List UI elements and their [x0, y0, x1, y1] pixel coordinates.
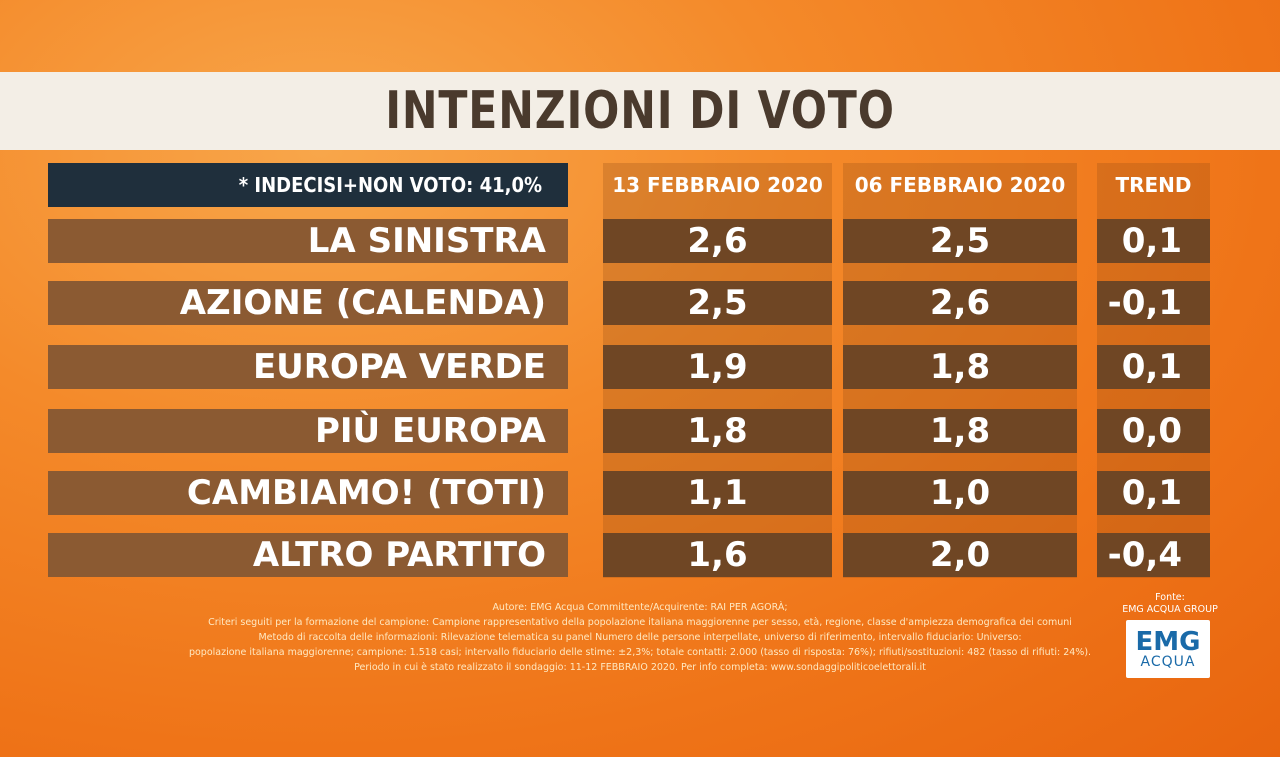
- emg-acqua-logo: EMG ACQUA: [1126, 620, 1210, 678]
- value-13feb-cell: 1,6: [603, 533, 832, 577]
- footnote-line: Periodo in cui è stato realizzato il son…: [354, 662, 926, 673]
- source-name: EMG ACQUA GROUP: [1122, 604, 1218, 615]
- footnote-line: Metodo di raccolta delle informazioni: R…: [258, 632, 1022, 643]
- undecided-note: * INDECISI+NON VOTO: 41,0%: [48, 163, 568, 207]
- value-06feb-cell: 1,8: [843, 345, 1077, 389]
- title-band: [0, 72, 1280, 150]
- footnote-line: popolazione italiana maggiorenne; campio…: [188, 647, 1092, 658]
- party-label: PIÙ EUROPA: [48, 409, 568, 453]
- value-06feb-cell: 1,8: [843, 409, 1077, 453]
- party-label: ALTRO PARTITO: [48, 533, 568, 577]
- value-13feb-cell: 2,6: [603, 219, 832, 263]
- column-header-13feb: 13 FEBBRAIO 2020: [612, 173, 823, 197]
- source-label: Fonte:: [1155, 592, 1185, 603]
- value-06feb-cell: 2,5: [843, 219, 1077, 263]
- party-label: CAMBIAMO! (TOTI): [48, 471, 568, 515]
- trend-cell: 0,1: [1097, 471, 1210, 515]
- logo-bottom-text: ACQUA: [1140, 654, 1196, 670]
- value-13feb-cell: 1,9: [603, 345, 832, 389]
- trend-cell: 0,1: [1097, 219, 1210, 263]
- value-13feb-cell: 1,1: [603, 471, 832, 515]
- trend-cell: 0,1: [1097, 345, 1210, 389]
- trend-cell: -0,1: [1097, 281, 1210, 325]
- page-title: INTENZIONI DI VOTO: [385, 81, 895, 141]
- source-credit: Fonte: EMG ACQUA GROUP: [1120, 592, 1220, 616]
- methodology-footnote: Autore: EMG Acqua Committente/Acquirente…: [180, 600, 1100, 675]
- party-label: AZIONE (CALENDA): [48, 281, 568, 325]
- column-header-trend: TREND: [1115, 173, 1192, 197]
- column-header-06feb: 06 FEBBRAIO 2020: [854, 173, 1066, 197]
- value-13feb-cell: 2,5: [603, 281, 832, 325]
- value-06feb-cell: 1,0: [843, 471, 1077, 515]
- party-label: LA SINISTRA: [48, 219, 568, 263]
- logo-top-text: EMG: [1135, 627, 1201, 657]
- trend-cell: 0,0: [1097, 409, 1210, 453]
- footnote-line: Autore: EMG Acqua Committente/Acquirente…: [492, 602, 788, 613]
- trend-cell: -0,4: [1097, 533, 1210, 577]
- value-13feb-cell: 1,8: [603, 409, 832, 453]
- party-label: EUROPA VERDE: [48, 345, 568, 389]
- value-06feb-cell: 2,6: [843, 281, 1077, 325]
- footnote-line: Criteri seguiti per la formazione del ca…: [208, 617, 1072, 628]
- value-06feb-cell: 2,0: [843, 533, 1077, 577]
